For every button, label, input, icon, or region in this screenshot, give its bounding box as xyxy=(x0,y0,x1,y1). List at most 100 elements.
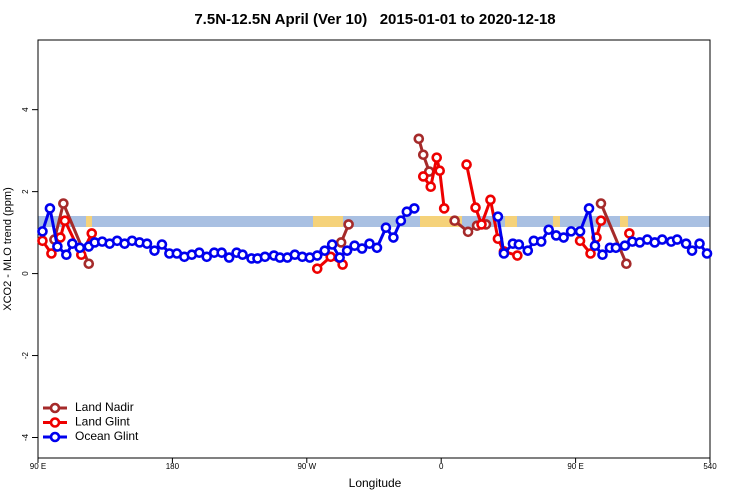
data-point xyxy=(438,203,450,214)
data-point xyxy=(141,238,153,249)
data-point xyxy=(621,258,632,270)
legend-marker xyxy=(49,417,61,428)
data-point xyxy=(543,224,555,236)
y-tick-label: -2 xyxy=(21,351,30,359)
data-point xyxy=(149,245,160,256)
data-point xyxy=(380,222,392,233)
data-point xyxy=(237,249,248,261)
data-point xyxy=(558,232,569,243)
data-point xyxy=(44,203,56,214)
data-point xyxy=(425,181,437,193)
data-point xyxy=(46,248,57,259)
x-tick-label: 0 xyxy=(439,462,444,471)
data-point xyxy=(522,245,534,256)
data-point xyxy=(61,249,72,261)
data-point xyxy=(574,226,586,237)
data-point xyxy=(343,219,354,230)
chart-title: 7.5N-12.5N April (Ver 10) 2015-01-01 to … xyxy=(194,11,555,28)
data-point xyxy=(492,211,504,222)
data-point xyxy=(595,215,607,227)
data-point xyxy=(223,252,235,263)
x-axis-label: Longitude xyxy=(349,476,402,490)
data-point xyxy=(417,171,429,182)
data-point xyxy=(462,226,474,238)
data-point xyxy=(67,238,78,249)
y-axis-label: XCO2 - MLO trend (ppm) xyxy=(2,187,14,310)
data-point xyxy=(470,202,481,213)
data-point xyxy=(259,251,271,263)
data-point xyxy=(311,250,323,261)
data-point xyxy=(371,242,383,254)
x-tick-label: 90 W xyxy=(297,462,316,471)
data-point xyxy=(589,240,601,252)
land xyxy=(313,216,343,227)
data-point xyxy=(595,198,607,209)
data-point xyxy=(686,245,698,256)
data-point xyxy=(201,251,213,263)
land xyxy=(86,216,92,227)
data-point xyxy=(335,237,347,248)
data-point xyxy=(83,258,95,270)
data-point xyxy=(565,226,577,237)
data-point xyxy=(431,152,443,163)
land xyxy=(620,216,628,227)
data-point xyxy=(341,245,353,256)
data-point xyxy=(388,232,399,243)
data-point xyxy=(656,234,668,245)
data-point xyxy=(395,215,407,227)
data-point xyxy=(364,238,375,249)
data-point xyxy=(156,239,168,250)
land xyxy=(553,216,560,227)
data-point xyxy=(624,228,635,239)
data-point xyxy=(619,240,631,252)
map-strip xyxy=(38,216,710,227)
data-point xyxy=(413,133,425,145)
data-point xyxy=(585,248,596,259)
legend-label: Land Nadir xyxy=(75,400,134,414)
data-point xyxy=(193,247,205,258)
y-tick-label: -4 xyxy=(21,433,30,441)
data-point xyxy=(583,203,595,214)
data-point xyxy=(701,248,713,259)
data-point xyxy=(58,198,69,209)
y-tick-label: 2 xyxy=(21,189,30,194)
data-point xyxy=(37,235,48,247)
data-point xyxy=(311,263,323,274)
legend-marker xyxy=(49,431,61,443)
data-point xyxy=(37,226,48,237)
data-point xyxy=(52,241,63,252)
data-point xyxy=(680,238,692,249)
data-point xyxy=(59,215,71,227)
x-tick-label: 540 xyxy=(703,462,717,471)
data-point xyxy=(74,242,86,254)
data-point xyxy=(597,249,608,261)
y-tick-label: 0 xyxy=(21,271,30,276)
data-point xyxy=(574,235,586,247)
data-point xyxy=(409,203,420,214)
data-point xyxy=(498,248,510,259)
data-point xyxy=(449,215,460,227)
data-point xyxy=(485,194,496,206)
data-point xyxy=(476,219,487,230)
x-tick-label: 180 xyxy=(166,462,180,471)
x-tick-label: 90 E xyxy=(30,462,46,471)
legend-label: Ocean Glint xyxy=(75,429,139,443)
ocean-band xyxy=(38,216,710,227)
data-point xyxy=(694,238,705,249)
data-point xyxy=(216,247,227,258)
data-point xyxy=(417,149,429,161)
series-line xyxy=(599,202,628,265)
data-point xyxy=(461,159,472,170)
y-tick-label: 4 xyxy=(21,107,30,112)
data-point xyxy=(334,252,345,263)
data-point xyxy=(356,243,368,254)
data-point xyxy=(610,242,622,254)
data-point xyxy=(512,250,523,261)
plot-area xyxy=(37,133,713,274)
x-tick-label: 90 E xyxy=(567,462,583,471)
plot-frame xyxy=(37,39,711,459)
data-point xyxy=(671,234,683,245)
land xyxy=(420,216,462,227)
data-point xyxy=(319,245,331,256)
